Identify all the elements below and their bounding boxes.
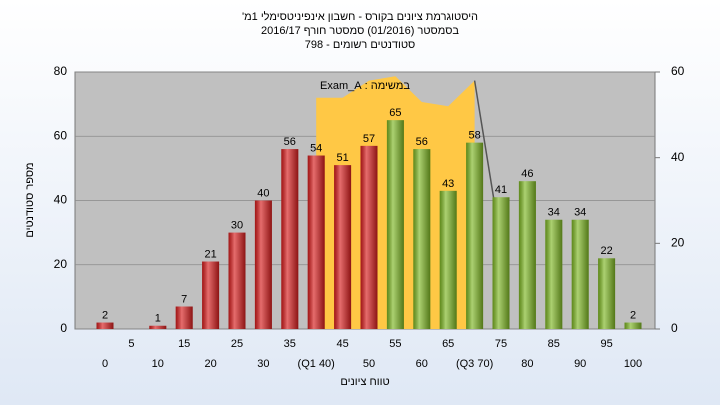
bar-shade (466, 142, 484, 329)
bar-shade (228, 232, 246, 329)
y-tick-label: 60 (54, 128, 68, 142)
bar-shade (439, 190, 457, 329)
x-tick-label: 55 (389, 338, 401, 350)
bar-shade (96, 322, 114, 329)
bar-shade (518, 181, 536, 329)
bar-shade (307, 155, 325, 329)
x-tick-label: (Q3 70) (456, 358, 493, 370)
y-tick-label: 20 (54, 257, 68, 271)
data-label: 1 (155, 313, 161, 325)
data-label: 41 (495, 184, 507, 196)
y-axis-label: מספר סטודנטים (24, 162, 36, 237)
data-label: 34 (574, 207, 586, 219)
bar-shade (598, 258, 616, 329)
data-label: 65 (389, 107, 401, 119)
x-tick-label: 15 (178, 338, 190, 350)
data-label: 40 (257, 187, 269, 199)
data-label: 30 (231, 220, 243, 232)
bar-shade (360, 145, 378, 329)
x-tick-label: (Q1 40) (298, 358, 335, 370)
x-tick-label: 100 (624, 358, 642, 370)
x-tick-label: 65 (442, 338, 454, 350)
chart-subtitle: סטודנטים רשומים - 798 (305, 39, 416, 51)
bar-shade (202, 261, 220, 329)
x-tick-label: 95 (600, 338, 612, 350)
y-tick-label: 80 (54, 64, 68, 78)
bar-shade (413, 149, 431, 329)
bar-shade (545, 219, 563, 329)
y2-tick-label: 40 (671, 150, 685, 164)
data-label: 54 (310, 142, 322, 154)
data-label: 7 (181, 293, 187, 305)
x-tick-label: 20 (204, 358, 216, 370)
y2-tick-label: 20 (671, 236, 685, 250)
bar-shade (624, 322, 642, 329)
x-tick-label: 0 (102, 358, 108, 370)
data-label: 2 (102, 309, 108, 321)
x-tick-label: 50 (363, 358, 375, 370)
x-tick-label: 30 (257, 358, 269, 370)
bar-shade (175, 306, 193, 329)
bar-shade (149, 325, 167, 329)
data-label: 46 (521, 168, 533, 180)
x-tick-label: 85 (548, 338, 560, 350)
data-label: 22 (600, 245, 612, 257)
y2-tick-label: 0 (671, 321, 678, 335)
y-tick-label: 40 (54, 193, 68, 207)
x-tick-label: 75 (495, 338, 507, 350)
x-axis-label: טווח ציונים (340, 376, 389, 388)
data-label: 56 (416, 136, 428, 148)
bar-shade (386, 120, 404, 329)
x-tick-label: 60 (416, 358, 428, 370)
annotation: במשימה : Exam_A (320, 80, 410, 92)
data-label: 51 (336, 152, 348, 164)
data-label: 2 (630, 309, 636, 321)
bar-shade (492, 197, 510, 329)
data-label: 56 (284, 136, 296, 148)
chart-subtitle: בסמסטר (01/2016) סמסטר חורף 2016/17 (261, 25, 459, 37)
data-label: 21 (204, 248, 216, 260)
data-label: 43 (442, 178, 454, 190)
data-label: 58 (468, 130, 480, 142)
x-tick-label: 10 (152, 358, 164, 370)
x-tick-label: 5 (128, 338, 134, 350)
bar-shade (334, 165, 352, 329)
bar-shade (254, 200, 272, 329)
y2-tick-label: 60 (671, 64, 685, 78)
x-tick-label: 80 (521, 358, 533, 370)
x-tick-label: 35 (284, 338, 296, 350)
x-tick-label: 90 (574, 358, 586, 370)
data-label: 34 (548, 207, 560, 219)
chart-title: היסטוגרמת ציונים בקורס - חשבון אינפיניטס… (242, 10, 478, 23)
data-label: 57 (363, 133, 375, 145)
x-tick-label: 45 (336, 338, 348, 350)
bar-shade (281, 149, 299, 329)
bar-shade (571, 219, 589, 329)
y-tick-label: 0 (60, 321, 67, 335)
x-tick-label: 25 (231, 338, 243, 350)
